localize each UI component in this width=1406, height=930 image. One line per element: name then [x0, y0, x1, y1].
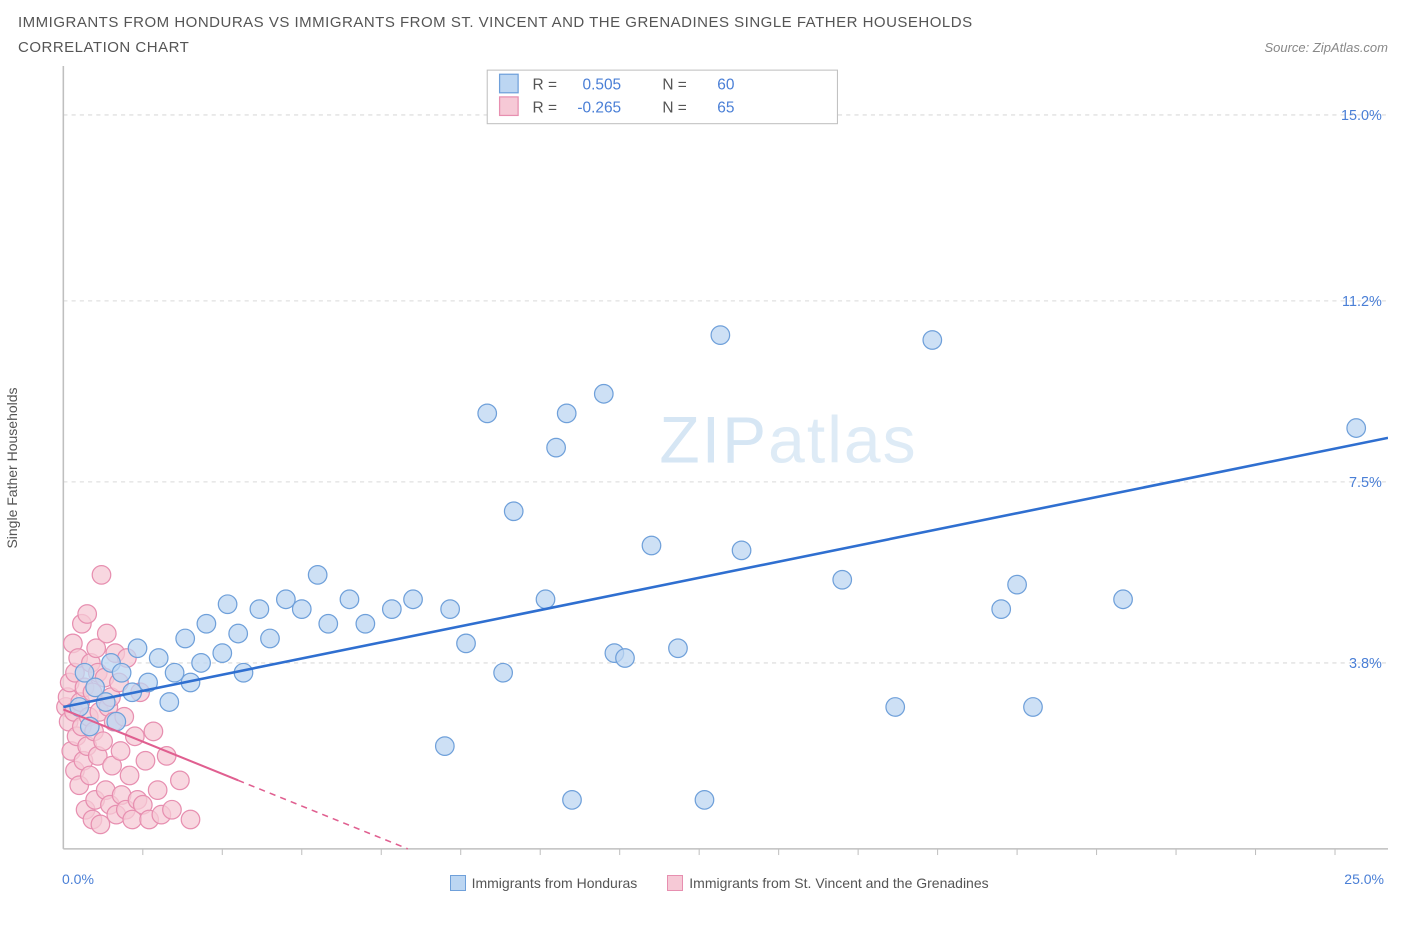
x-axis-min: 0.0% — [62, 871, 94, 891]
page-title-line1: IMMIGRANTS FROM HONDURAS VS IMMIGRANTS F… — [18, 14, 1388, 31]
legend-label-pink: Immigrants from St. Vincent and the Gren… — [689, 875, 988, 891]
x-axis-labels: 0.0% Immigrants from Honduras Immigrants… — [18, 871, 1388, 891]
x-axis-max: 25.0% — [1344, 871, 1384, 891]
source-credit: Source: ZipAtlas.com — [1264, 40, 1388, 55]
legend-item-honduras: Immigrants from Honduras — [450, 875, 638, 891]
y-axis-label: Single Father Households — [4, 387, 20, 548]
bottom-legend: Immigrants from Honduras Immigrants from… — [450, 875, 989, 891]
svg-text:N =: N = — [662, 77, 686, 94]
page-title-line2: CORRELATION CHART — [18, 39, 189, 56]
chart-container: Single Father Households 3.8%7.5%11.2%15… — [18, 66, 1388, 869]
svg-text:3.8%: 3.8% — [1349, 656, 1382, 672]
svg-text:11.2%: 11.2% — [1342, 294, 1382, 310]
legend-label-blue: Immigrants from Honduras — [472, 875, 638, 891]
legend-item-stvincent: Immigrants from St. Vincent and the Gren… — [667, 875, 988, 891]
svg-text:R =: R = — [533, 77, 557, 94]
svg-text:65: 65 — [717, 99, 734, 116]
svg-text:0.505: 0.505 — [582, 77, 621, 94]
subtitle-row: CORRELATION CHART Source: ZipAtlas.com — [18, 39, 1388, 56]
source-name: ZipAtlas.com — [1313, 40, 1388, 55]
svg-text:-0.265: -0.265 — [577, 99, 621, 116]
correlation-scatter-chart: 3.8% 7.5% 11.2% 15.0% ZIPatlas R = 0.505 N = 60 R… — [18, 66, 1388, 869]
svg-text:ZIPatlas: ZIPatlas — [659, 402, 917, 476]
svg-text:15.0%: 15.0% — [1341, 108, 1382, 124]
legend-swatch-pink — [667, 875, 683, 891]
svg-text:7.5%: 7.5% — [1349, 475, 1382, 491]
legend-swatch-blue — [450, 875, 466, 891]
svg-text:N =: N = — [662, 99, 686, 116]
svg-text:60: 60 — [717, 77, 734, 94]
source-prefix: Source: — [1264, 40, 1312, 55]
svg-text:R =: R = — [533, 99, 557, 116]
